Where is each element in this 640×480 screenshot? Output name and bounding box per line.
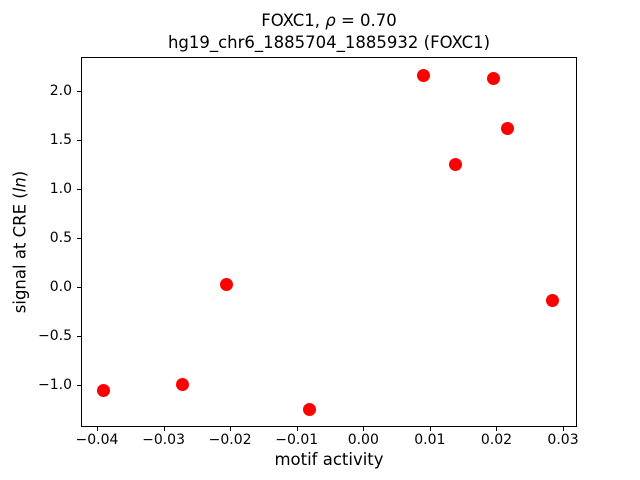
y-tick-mark bbox=[77, 335, 81, 337]
y-tick-label: −0.5 bbox=[38, 327, 72, 344]
x-tick-mark bbox=[96, 427, 98, 431]
x-tick-mark bbox=[363, 427, 365, 431]
x-tick-label: −0.03 bbox=[142, 432, 185, 448]
y-tick-label: 0.0 bbox=[49, 279, 72, 296]
y-tick-mark bbox=[77, 140, 81, 142]
x-tick-mark bbox=[230, 427, 232, 431]
data-point bbox=[449, 158, 463, 172]
y-tick-label: 2.0 bbox=[49, 83, 72, 100]
x-axis-label: motif activity bbox=[274, 450, 384, 469]
y-tick-mark bbox=[77, 287, 81, 289]
y-tick-label: 1.5 bbox=[49, 132, 72, 149]
plot-area bbox=[81, 57, 577, 427]
x-tick-mark bbox=[496, 427, 498, 431]
x-tick-label: 0.00 bbox=[347, 432, 379, 448]
data-point bbox=[487, 72, 501, 86]
y-tick-mark bbox=[77, 238, 81, 240]
x-tick-label: −0.02 bbox=[208, 432, 252, 448]
x-tick-label: 0.01 bbox=[414, 432, 446, 448]
data-point bbox=[220, 277, 234, 291]
y-tick-mark bbox=[77, 91, 81, 93]
x-tick-mark bbox=[563, 427, 565, 431]
y-tick-mark bbox=[77, 189, 81, 191]
y-axis-label-suffix: ) bbox=[10, 170, 30, 178]
data-point bbox=[97, 384, 111, 398]
chart-title-line1: FOXC1, ρ = 0.70 bbox=[81, 10, 577, 32]
y-tick-label: 1.0 bbox=[49, 181, 72, 198]
chart-title-line2: hg19_chr6_1885704_1885932 (FOXC1) bbox=[167, 33, 491, 52]
y-tick-label: −1.0 bbox=[38, 376, 72, 393]
chart-title-line1-prefix: FOXC1, bbox=[261, 11, 326, 30]
y-tick-mark bbox=[77, 384, 81, 386]
x-tick-label: 0.02 bbox=[480, 432, 513, 448]
data-point bbox=[500, 121, 514, 135]
x-tick-label: 0.03 bbox=[547, 432, 579, 448]
y-tick-label: 0.5 bbox=[49, 230, 72, 247]
data-point bbox=[545, 294, 559, 308]
chart-title-rho-symbol: ρ bbox=[325, 11, 336, 30]
data-point bbox=[302, 402, 316, 416]
x-tick-label: −0.04 bbox=[75, 432, 119, 448]
x-tick-mark bbox=[429, 427, 431, 431]
x-tick-mark bbox=[163, 427, 165, 431]
chart-title: FOXC1, ρ = 0.70 hg19_chr6_1885704_188593… bbox=[81, 10, 577, 54]
chart-title-line1-suffix: = 0.70 bbox=[335, 11, 397, 30]
data-point bbox=[416, 69, 430, 83]
x-tick-label: −0.01 bbox=[275, 432, 319, 448]
x-tick-mark bbox=[296, 427, 298, 431]
data-point bbox=[175, 378, 189, 392]
y-axis-label-prefix: signal at CRE ( bbox=[10, 192, 30, 314]
